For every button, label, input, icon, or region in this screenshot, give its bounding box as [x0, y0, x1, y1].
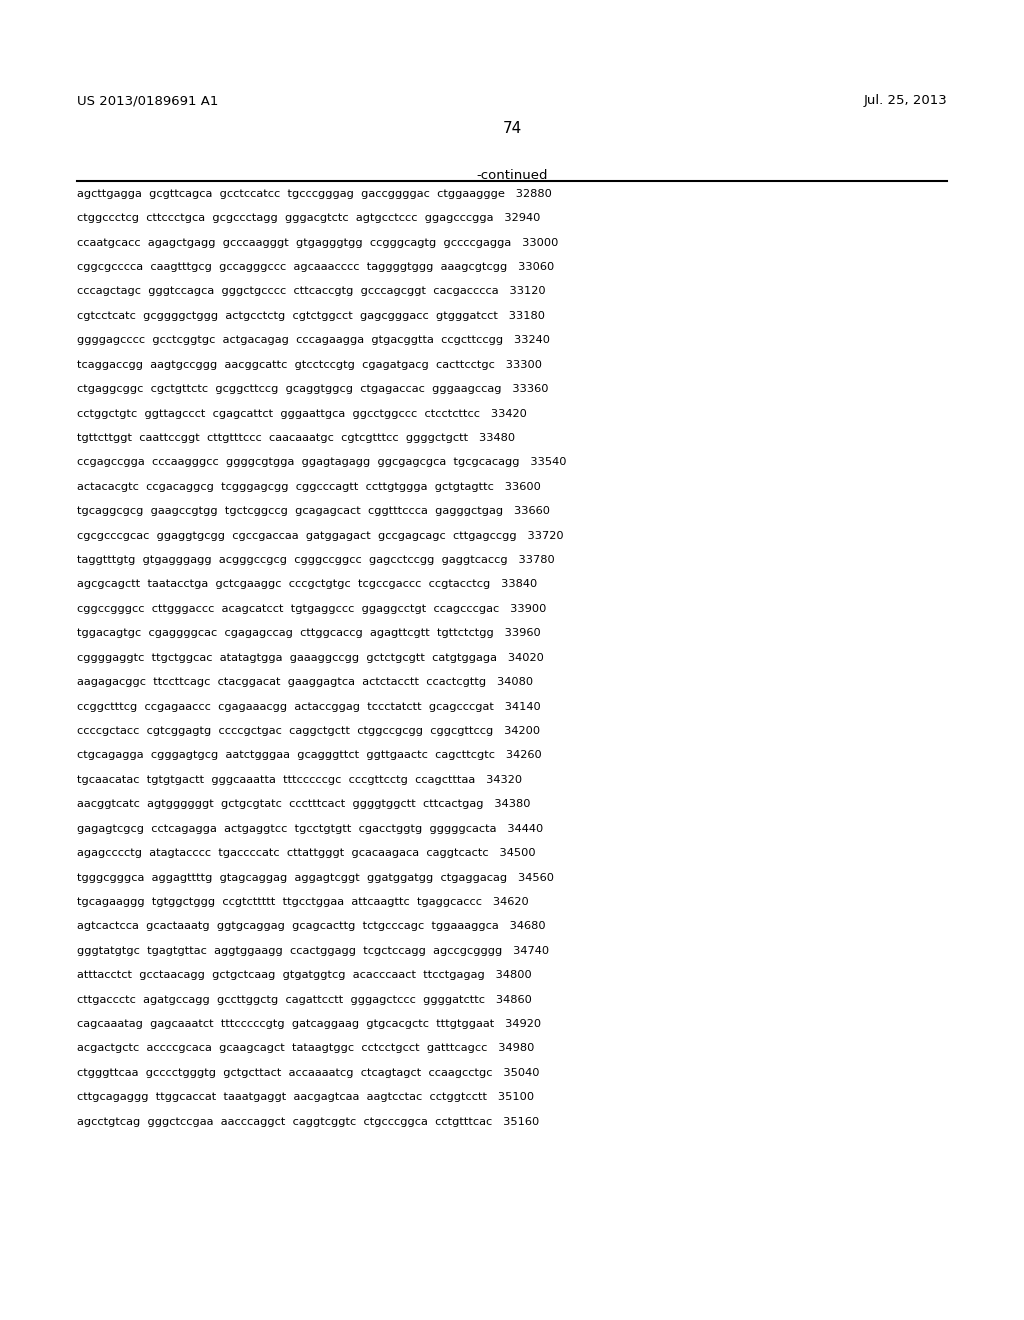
- Text: ccgagccgga  cccaagggcc  ggggcgtgga  ggagtagagg  ggcgagcgca  tgcgcacagg   33540: ccgagccgga cccaagggcc ggggcgtgga ggagtag…: [77, 458, 566, 467]
- Text: US 2013/0189691 A1: US 2013/0189691 A1: [77, 95, 218, 107]
- Text: ccaatgcacc  agagctgagg  gcccaagggt  gtgagggtgg  ccgggcagtg  gccccgagga   33000: ccaatgcacc agagctgagg gcccaagggt gtgaggg…: [77, 238, 558, 248]
- Text: tgttcttggt  caattccggt  cttgtttccc  caacaaatgc  cgtcgtttcc  ggggctgctt   33480: tgttcttggt caattccggt cttgtttccc caacaaa…: [77, 433, 515, 444]
- Text: cggggaggtc  ttgctggcac  atatagtgga  gaaaggccgg  gctctgcgtt  catgtggaga   34020: cggggaggtc ttgctggcac atatagtgga gaaaggc…: [77, 652, 544, 663]
- Text: tgcaggcgcg  gaagccgtgg  tgctcggccg  gcagagcact  cggtttccca  gagggctgag   33660: tgcaggcgcg gaagccgtgg tgctcggccg gcagagc…: [77, 506, 550, 516]
- Text: tgcagaaggg  tgtggctggg  ccgtcttttt  ttgcctggaa  attcaagttc  tgaggcaccc   34620: tgcagaaggg tgtggctggg ccgtcttttt ttgcctg…: [77, 898, 528, 907]
- Text: atttacctct  gcctaacagg  gctgctcaag  gtgatggtcg  acacccaact  ttcctgagag   34800: atttacctct gcctaacagg gctgctcaag gtgatgg…: [77, 970, 531, 981]
- Text: agcgcagctt  taatacctga  gctcgaaggc  cccgctgtgc  tcgccgaccc  ccgtacctcg   33840: agcgcagctt taatacctga gctcgaaggc cccgctg…: [77, 579, 537, 590]
- Text: cgcgcccgcac  ggaggtgcgg  cgccgaccaa  gatggagact  gccgagcagc  cttgagccgg   33720: cgcgcccgcac ggaggtgcgg cgccgaccaa gatgga…: [77, 531, 563, 541]
- Text: acgactgctc  accccgcaca  gcaagcagct  tataagtggc  cctcctgcct  gatttcagcc   34980: acgactgctc accccgcaca gcaagcagct tataagt…: [77, 1043, 535, 1053]
- Text: gagagtcgcg  cctcagagga  actgaggtcc  tgcctgtgtt  cgacctggtg  gggggcacta   34440: gagagtcgcg cctcagagga actgaggtcc tgcctgt…: [77, 824, 543, 834]
- Text: actacacgtc  ccgacaggcg  tcgggagcgg  cggcccagtt  ccttgtggga  gctgtagttc   33600: actacacgtc ccgacaggcg tcgggagcgg cggccca…: [77, 482, 541, 492]
- Text: cggccgggcc  cttgggaccc  acagcatcct  tgtgaggccc  ggaggcctgt  ccagcccgac   33900: cggccgggcc cttgggaccc acagcatcct tgtgagg…: [77, 605, 546, 614]
- Text: cttgcagaggg  ttggcaccat  taaatgaggt  aacgagtcaa  aagtcctac  cctggtcctt   35100: cttgcagaggg ttggcaccat taaatgaggt aacgag…: [77, 1093, 534, 1102]
- Text: cggcgcccca  caagtttgcg  gccagggccc  agcaaacccc  taggggtggg  aaagcgtcgg   33060: cggcgcccca caagtttgcg gccagggccc agcaaac…: [77, 261, 554, 272]
- Text: agagcccctg  atagtacccc  tgaccccatc  cttattgggt  gcacaagaca  caggtcactc   34500: agagcccctg atagtacccc tgaccccatc cttattg…: [77, 849, 536, 858]
- Text: cagcaaatag  gagcaaatct  tttcccccgtg  gatcaggaag  gtgcacgctc  tttgtggaat   34920: cagcaaatag gagcaaatct tttcccccgtg gatcag…: [77, 1019, 541, 1030]
- Text: ccggctttcg  ccgagaaccc  cgagaaacgg  actaccggag  tccctatctt  gcagcccgat   34140: ccggctttcg ccgagaaccc cgagaaacgg actaccg…: [77, 702, 541, 711]
- Text: ctgaggcggc  cgctgttctc  gcggcttccg  gcaggtggcg  ctgagaccac  gggaagccag   33360: ctgaggcggc cgctgttctc gcggcttccg gcaggtg…: [77, 384, 548, 395]
- Text: ccccgctacc  cgtcggagtg  ccccgctgac  caggctgctt  ctggccgcgg  cggcgttccg   34200: ccccgctacc cgtcggagtg ccccgctgac caggctg…: [77, 726, 540, 737]
- Text: tgcaacatac  tgtgtgactt  gggcaaatta  tttcccccgc  cccgttcctg  ccagctttaa   34320: tgcaacatac tgtgtgactt gggcaaatta tttcccc…: [77, 775, 522, 785]
- Text: ctgcagagga  cgggagtgcg  aatctgggaa  gcagggttct  ggttgaactc  cagcttcgtc   34260: ctgcagagga cgggagtgcg aatctgggaa gcagggt…: [77, 750, 542, 760]
- Text: taggtttgtg  gtgagggagg  acgggccgcg  cgggccggcc  gagcctccgg  gaggtcaccg   33780: taggtttgtg gtgagggagg acgggccgcg cgggccg…: [77, 554, 555, 565]
- Text: 74: 74: [503, 121, 521, 136]
- Text: ctgggttcaa  gcccctgggtg  gctgcttact  accaaaatcg  ctcagtagct  ccaagcctgc   35040: ctgggttcaa gcccctgggtg gctgcttact accaaa…: [77, 1068, 540, 1078]
- Text: ctggccctcg  cttccctgca  gcgccctagg  gggacgtctc  agtgcctccc  ggagcccgga   32940: ctggccctcg cttccctgca gcgccctagg gggacgt…: [77, 214, 541, 223]
- Text: cccagctagc  gggtccagca  gggctgcccc  cttcaccgtg  gcccagcggt  cacgacccca   33120: cccagctagc gggtccagca gggctgcccc cttcacc…: [77, 286, 546, 297]
- Text: aacggtcatc  agtggggggt  gctgcgtatc  ccctttcact  ggggtggctt  cttcactgag   34380: aacggtcatc agtggggggt gctgcgtatc ccctttc…: [77, 799, 530, 809]
- Text: tcaggaccgg  aagtgccggg  aacggcattc  gtcctccgtg  cgagatgacg  cacttcctgc   33300: tcaggaccgg aagtgccggg aacggcattc gtcctcc…: [77, 359, 542, 370]
- Text: agtcactcca  gcactaaatg  ggtgcaggag  gcagcacttg  tctgcccagc  tggaaaggca   34680: agtcactcca gcactaaatg ggtgcaggag gcagcac…: [77, 921, 546, 932]
- Text: agcttgagga  gcgttcagca  gcctccatcc  tgcccgggag  gaccggggac  ctggaaggge   32880: agcttgagga gcgttcagca gcctccatcc tgcccgg…: [77, 189, 552, 199]
- Text: cgtcctcatc  gcggggctggg  actgcctctg  cgtctggcct  gagcgggacc  gtgggatcct   33180: cgtcctcatc gcggggctggg actgcctctg cgtctg…: [77, 312, 545, 321]
- Text: aagagacggc  ttccttcagc  ctacggacat  gaaggagtca  actctacctt  ccactcgttg   34080: aagagacggc ttccttcagc ctacggacat gaaggag…: [77, 677, 532, 688]
- Text: tgggcgggca  aggagttttg  gtagcaggag  aggagtcggt  ggatggatgg  ctgaggacag   34560: tgggcgggca aggagttttg gtagcaggag aggagtc…: [77, 873, 554, 883]
- Text: Jul. 25, 2013: Jul. 25, 2013: [863, 95, 947, 107]
- Text: cctggctgtc  ggttagccct  cgagcattct  gggaattgca  ggcctggccc  ctcctcttcc   33420: cctggctgtc ggttagccct cgagcattct gggaatt…: [77, 409, 526, 418]
- Text: ggggagcccc  gcctcggtgc  actgacagag  cccagaagga  gtgacggtta  ccgcttccgg   33240: ggggagcccc gcctcggtgc actgacagag cccagaa…: [77, 335, 550, 346]
- Text: agcctgtcag  gggctccgaa  aacccaggct  caggtcggtc  ctgcccggca  cctgtttcac   35160: agcctgtcag gggctccgaa aacccaggct caggtcg…: [77, 1117, 539, 1127]
- Text: tggacagtgc  cgaggggcac  cgagagccag  cttggcaccg  agagttcgtt  tgttctctgg   33960: tggacagtgc cgaggggcac cgagagccag cttggca…: [77, 628, 541, 639]
- Text: gggtatgtgc  tgagtgttac  aggtggaagg  ccactggagg  tcgctccagg  agccgcgggg   34740: gggtatgtgc tgagtgttac aggtggaagg ccactgg…: [77, 945, 549, 956]
- Text: cttgaccctc  agatgccagg  gccttggctg  cagattcctt  gggagctccc  ggggatcttc   34860: cttgaccctc agatgccagg gccttggctg cagattc…: [77, 995, 531, 1005]
- Text: -continued: -continued: [476, 169, 548, 182]
